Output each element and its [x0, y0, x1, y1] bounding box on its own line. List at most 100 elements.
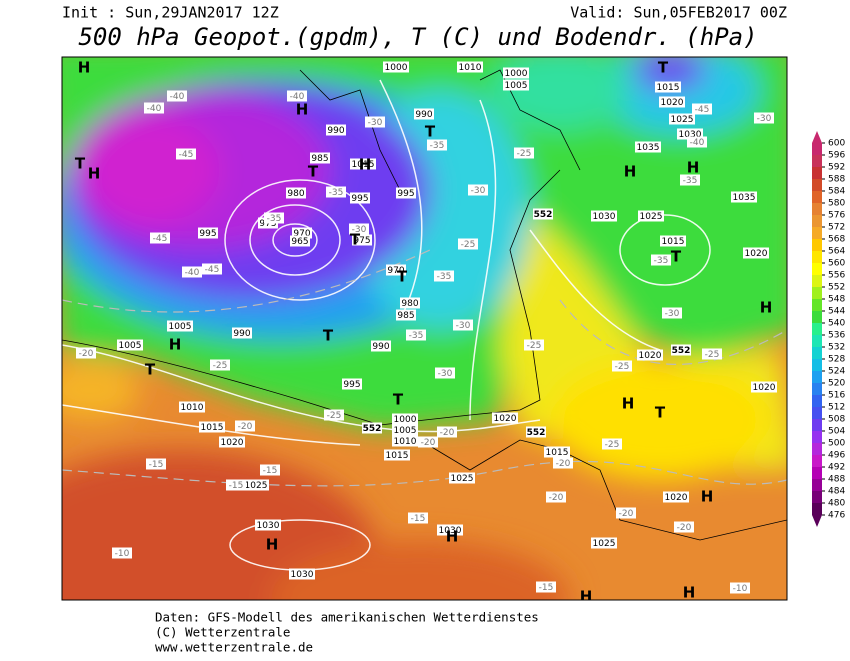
colorbar-band [812, 323, 822, 335]
pressure-label-box [591, 537, 617, 549]
temperature-label-box [437, 426, 457, 438]
pressure-label-box [350, 158, 376, 170]
colorbar-label: 476 [828, 511, 845, 521]
colorbar-label: 584 [828, 187, 845, 197]
pressure-label-box [677, 128, 703, 140]
pressure-label: 1000 [394, 415, 417, 425]
colorbar-band [812, 227, 822, 239]
temperature-label-box [210, 359, 230, 371]
temperature-label-box [76, 347, 96, 359]
pressure-label-box [383, 61, 409, 73]
pressure-label-box [255, 519, 281, 531]
pressure-label: 1035 [637, 143, 660, 153]
pressure-label: 965 [291, 237, 308, 247]
pressure-label: 1020 [745, 249, 768, 259]
pressure-label: 1010 [459, 63, 482, 73]
pressure-label: 1015 [546, 448, 569, 458]
pressure-center: T [671, 248, 682, 266]
colorbar-band [812, 299, 822, 311]
pressure-label-box [437, 524, 463, 536]
temperature-label: -45 [205, 265, 220, 275]
temperature-label: -15 [229, 481, 244, 491]
colorbar-band [812, 395, 822, 407]
colorbar-band [812, 347, 822, 359]
colorbar-band [812, 155, 822, 167]
pressure-label-box [492, 412, 518, 424]
pressure-label-box [414, 108, 434, 120]
temperature-label-box [514, 147, 534, 159]
temperature-label-box [167, 90, 187, 102]
temperature-label-box [680, 174, 700, 186]
height-label: 552 [534, 210, 553, 220]
temperature-label: -40 [170, 92, 185, 102]
colorbar-bottom-arrow [812, 515, 822, 527]
pressure-label-box [179, 401, 205, 413]
temperature-label: -35 [329, 188, 344, 198]
colorbar-band [812, 287, 822, 299]
pressure-label-box [342, 378, 362, 390]
temperature-label-box [730, 582, 750, 594]
pressure-label: 990 [415, 110, 432, 120]
colorbar-label: 580 [828, 199, 845, 209]
colorbar-label: 572 [828, 223, 845, 233]
pressure-label-box [503, 67, 529, 79]
pressure-label: 1025 [451, 474, 474, 484]
temperature-label-box [453, 319, 473, 331]
pressure-label: 1025 [593, 539, 616, 549]
temperature-label-box [182, 266, 202, 278]
colorbar-band [812, 479, 822, 491]
pressure-label-box [384, 449, 410, 461]
pressure-label-box [352, 234, 372, 246]
temperature-label: -25 [461, 240, 476, 250]
colorbar-band [812, 383, 822, 395]
temperature-label-box [546, 491, 566, 503]
colorbar-label: 488 [828, 475, 845, 485]
pressure-center: H [266, 536, 279, 554]
colorbar-label: 564 [828, 247, 845, 257]
pressure-label: 1005 [169, 322, 192, 332]
pressure-label-box [219, 436, 245, 448]
temperature-label: -20 [549, 493, 564, 503]
pressure-label-box [286, 187, 306, 199]
temperature-label-box [458, 238, 478, 250]
pressure-center: T [75, 155, 86, 173]
pressure-label-box [310, 152, 330, 164]
temperature-label: -20 [421, 438, 436, 448]
temperature-label-box [235, 420, 255, 432]
pressure-label: 985 [311, 154, 328, 164]
colorbar-label: 576 [828, 211, 845, 221]
temperature-label: -35 [267, 214, 282, 224]
temperature-label-box [434, 270, 454, 282]
temperature-label: -15 [411, 514, 426, 524]
pressure-label: 975 [353, 236, 370, 246]
colorbar-band [812, 467, 822, 479]
pressure-label: 975 [259, 219, 276, 229]
pressure-center: T [393, 391, 404, 409]
pressure-label: 995 [199, 229, 216, 239]
pressure-label-box [371, 340, 391, 352]
colorbar-label: 536 [828, 331, 845, 341]
pressure-label-box [659, 96, 685, 108]
temperature-label: -25 [527, 341, 542, 351]
footer-source: Daten: GFS-Modell des amerikanischen Wet… [155, 610, 539, 625]
colorbar-band [812, 503, 822, 515]
pressure-label: 1030 [439, 526, 462, 536]
pressure-label: 970 [387, 266, 404, 276]
temperature-label-box [651, 254, 671, 266]
pressure-label: 1015 [386, 451, 409, 461]
colorbar-band [812, 419, 822, 431]
pressure-label: 1020 [639, 351, 662, 361]
pressure-label-box [751, 381, 777, 393]
pressure-label-box [743, 247, 769, 259]
pressure-label-box [544, 446, 570, 458]
temperature-label: -45 [179, 150, 194, 160]
pressure-center: H [580, 588, 593, 606]
temperature-label: -35 [654, 256, 669, 266]
pressure-label-box [503, 79, 529, 91]
pressure-label: 1000 [385, 63, 408, 73]
pressure-center: H [359, 156, 372, 174]
pressure-label-box [232, 327, 252, 339]
temperature-label-box [150, 232, 170, 244]
colorbar-band [812, 407, 822, 419]
